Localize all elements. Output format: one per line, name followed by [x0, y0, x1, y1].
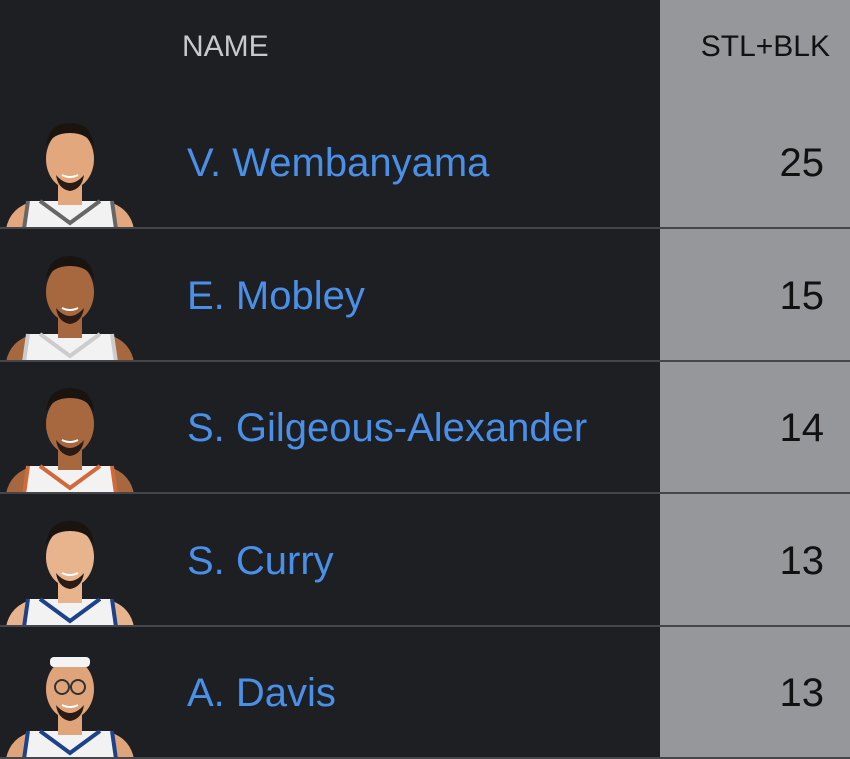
player-name-link[interactable]: E. Mobley — [187, 273, 365, 318]
row-divider — [0, 624, 850, 627]
table-row[interactable]: E. Mobley 15 — [0, 230, 850, 362]
row-divider — [0, 757, 850, 759]
table-row[interactable]: S. Gilgeous-Alexander 14 — [0, 362, 850, 494]
table-row[interactable]: A. Davis 13 — [0, 627, 850, 759]
stat-column: STL+BLK — [660, 0, 850, 759]
row-divider — [0, 359, 850, 362]
table-header: NAME — [0, 0, 850, 97]
stl-blk-value: 13 — [779, 538, 825, 583]
stl-blk-value: 15 — [779, 273, 825, 318]
player-headshot-icon — [6, 657, 134, 759]
table-row[interactable]: V. Wembanyama 25 — [0, 97, 850, 229]
row-divider — [0, 227, 850, 229]
stl-blk-value: 14 — [779, 406, 825, 450]
player-headshot-icon — [6, 255, 134, 362]
player-headshot-icon — [6, 123, 134, 229]
player-headshot-icon — [6, 520, 134, 627]
player-name-link[interactable]: S. Curry — [187, 538, 334, 583]
player-name-link[interactable]: S. Gilgeous-Alexander — [187, 406, 588, 450]
player-name-link[interactable]: V. Wembanyama — [187, 141, 490, 185]
player-headshot-icon — [6, 388, 134, 494]
column-header-name[interactable]: NAME — [182, 30, 269, 63]
column-header-stl-blk[interactable]: STL+BLK — [700, 30, 830, 63]
table-row[interactable]: S. Curry 13 — [0, 495, 850, 627]
player-name-link[interactable]: A. Davis — [187, 671, 336, 715]
stl-blk-value: 25 — [779, 141, 825, 185]
stl-blk-value: 13 — [779, 671, 825, 715]
row-divider — [0, 492, 850, 494]
